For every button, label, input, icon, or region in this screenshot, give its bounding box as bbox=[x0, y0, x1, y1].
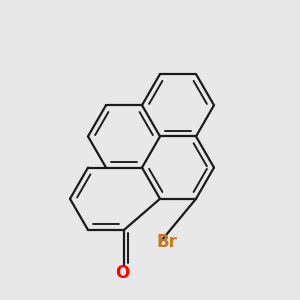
Text: O: O bbox=[115, 264, 129, 282]
Text: Br: Br bbox=[157, 233, 177, 251]
